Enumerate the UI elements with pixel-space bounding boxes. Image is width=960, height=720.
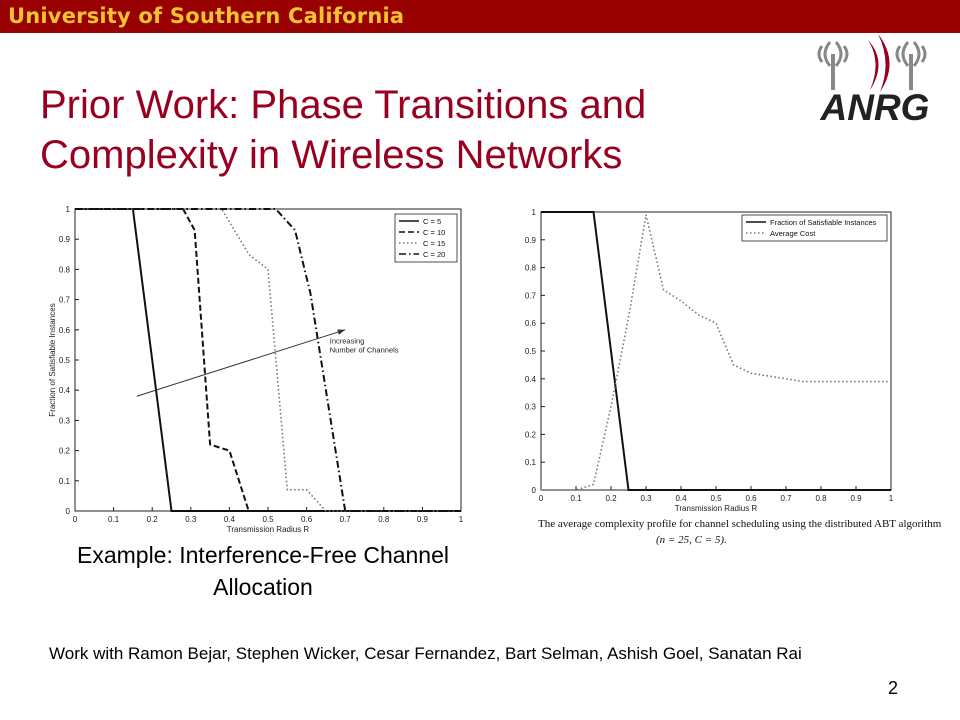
legend-label: C = 5 [423, 217, 441, 226]
legend-label: Fraction of Satisfiable Instances [770, 218, 877, 227]
complexity-profile-chart: 0 0.1 0.2 0.3 0.4 0.5 0.6 0.7 0.8 0.9 1 0 0.1 0.2 0.3 0… [525, 208, 894, 513]
x-tick-label: 0.4 [675, 494, 687, 503]
slide-title: Prior Work: Phase Transitions and Comple… [40, 83, 647, 177]
y-tick-label: 1 [532, 208, 537, 217]
x-tick-label: 0.7 [340, 515, 352, 524]
y-tick-label: 0.4 [525, 375, 537, 384]
plot-frame [540, 211, 892, 491]
anrg-logo: ANRG [817, 34, 930, 128]
credits-text: Work with Ramon Bejar, Stephen Wicker, C… [49, 644, 802, 663]
y-tick-label: 0.5 [525, 347, 537, 356]
phase-transition-chart: 0 0.1 0.2 0.3 0.4 0.5 0.6 0.7 0.8 0.9 1 0 0.1 0.2 0.3 0… [48, 205, 464, 533]
x-tick-label: 0.5 [262, 515, 274, 524]
university-banner [0, 0, 960, 33]
chart-caption: Example: Interference-Free Channel Alloc… [76, 542, 450, 600]
y-tick-label: 0.4 [59, 386, 71, 395]
x-tick-label: 0.9 [850, 494, 862, 503]
logo-text: ANRG [820, 87, 930, 128]
x-tick-label: 0.2 [605, 494, 617, 503]
figure-caption-line2: (n = 25, C = 5). [656, 534, 727, 546]
banner-title: University of Southern California [8, 4, 405, 28]
figure-caption-line1: The average complexity profile for chann… [538, 518, 942, 530]
page-number: 2 [888, 678, 899, 698]
x-tick-label: 0.3 [185, 515, 197, 524]
legend-label: C = 20 [423, 250, 445, 259]
legend-box [741, 214, 888, 242]
series-line [541, 214, 891, 491]
x-tick-label: 0.2 [147, 515, 159, 524]
x-tick-label: 0.5 [710, 494, 722, 503]
x-tick-label: 0.8 [815, 494, 827, 503]
x-tick-label: 0 [539, 494, 544, 503]
y-tick-label: 0.3 [525, 403, 537, 412]
legend-label: Average Cost [770, 229, 816, 238]
annotation-line1: Increasing [330, 336, 365, 345]
y-tick-label: 1 [66, 205, 71, 214]
series-line [75, 208, 461, 512]
x-tick-label: 0.1 [108, 515, 120, 524]
antenna-signal-icon [817, 41, 927, 90]
x-axis-label: Transmission Radius R [227, 525, 310, 533]
y-tick-label: 0.1 [525, 458, 537, 467]
figure-caption: The average complexity profile for chann… [538, 516, 958, 548]
banner-background [0, 0, 960, 33]
y-tick-label: 0 [66, 507, 71, 516]
y-tick-label: 0.2 [525, 430, 537, 439]
x-tick-label: 0 [73, 515, 78, 524]
y-tick-label: 0.8 [525, 264, 537, 273]
y-tick-label: 0.9 [59, 235, 71, 244]
annotation-line2: Number of Channels [330, 345, 399, 354]
x-tick-label: 0.6 [745, 494, 757, 503]
y-tick-label: 0.7 [59, 296, 71, 305]
y-tick-label: 0.7 [525, 291, 537, 300]
signal-swoosh-icon [868, 34, 890, 92]
x-axis-label: Transmission Radius R [675, 504, 758, 513]
y-tick-label: 0 [532, 486, 537, 495]
x-tick-label: 1 [459, 515, 464, 524]
y-axis-label: Fraction of Satisfiable Instances [48, 303, 57, 416]
series-line [541, 211, 891, 491]
y-tick-label: 0.9 [525, 236, 537, 245]
x-tick-label: 0.1 [570, 494, 582, 503]
y-tick-label: 0.3 [59, 416, 71, 425]
y-tick-label: 0.6 [59, 326, 71, 335]
x-tick-label: 0.9 [417, 515, 429, 524]
y-tick-label: 0.1 [59, 477, 71, 486]
x-tick-label: 1 [889, 494, 894, 503]
series-line [75, 208, 461, 512]
y-tick-label: 0.5 [59, 356, 71, 365]
x-tick-label: 0.6 [301, 515, 313, 524]
arrow-head [337, 329, 346, 335]
annotation-arrow [136, 329, 346, 397]
x-tick-label: 0.8 [378, 515, 390, 524]
x-tick-label: 0.4 [224, 515, 236, 524]
y-tick-label: 0.8 [59, 265, 71, 274]
x-tick-label: 0.7 [780, 494, 792, 503]
legend-label: C = 15 [423, 239, 445, 248]
x-tick-label: 0.3 [640, 494, 652, 503]
y-tick-label: 0.2 [59, 447, 71, 456]
legend-label: C = 10 [423, 228, 445, 237]
y-tick-label: 0.6 [525, 319, 537, 328]
